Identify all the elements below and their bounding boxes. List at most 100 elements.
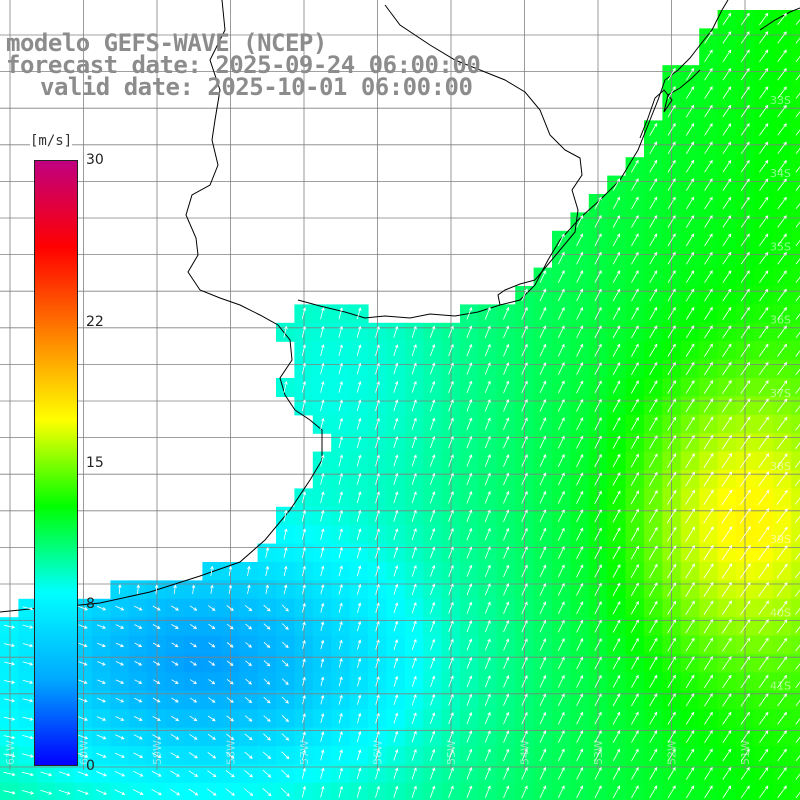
wind-arrow (704, 123, 713, 136)
wind-arrow (393, 528, 399, 541)
wind-arrow (320, 454, 325, 467)
wind-cell (699, 157, 719, 177)
wind-cell (625, 194, 645, 213)
rio-de-la-plata-coast (297, 0, 729, 319)
wind-cell (791, 286, 800, 305)
wind-arrow (740, 674, 750, 689)
wind-arrow (758, 674, 769, 689)
wind-cell (662, 451, 682, 471)
wind-arrow (338, 509, 343, 522)
wind-arrow (357, 712, 362, 724)
wind-cell (552, 617, 571, 637)
wind-arrow (484, 785, 491, 798)
wind-arrow (338, 676, 343, 687)
wind-cell (644, 322, 663, 342)
wind-cell (202, 782, 222, 800)
wind-arrow (722, 141, 732, 155)
wind-arrow (302, 731, 306, 742)
wind-cell (0, 782, 19, 800)
wind-arrow (228, 565, 233, 576)
wind-arrow (97, 624, 106, 629)
wind-arrow (667, 489, 677, 505)
wind-arrow (631, 306, 639, 320)
wind-arrow (777, 86, 787, 99)
wind-arrow (338, 528, 343, 540)
wind-arrow (466, 730, 473, 743)
wind-arrow (667, 104, 676, 118)
wind-arrow (283, 584, 288, 595)
wind-arrow (557, 601, 565, 615)
wind-arrow (448, 601, 454, 614)
wind-arrow (667, 380, 676, 394)
wind-arrow (631, 270, 639, 283)
wind-arrow (521, 564, 528, 578)
wind-arrow (740, 637, 751, 652)
wind-arrow (759, 196, 769, 210)
wind-cell (644, 230, 663, 250)
wind-arrow (375, 362, 380, 375)
wind-arrow (612, 766, 620, 780)
wind-arrow (171, 679, 179, 684)
wind-arrow (703, 544, 714, 561)
wind-cell (699, 451, 719, 471)
wind-arrow (722, 104, 732, 118)
wind-arrow (411, 712, 417, 724)
wind-arrow (245, 697, 253, 704)
wind-arrow (208, 623, 216, 630)
wind-cell (662, 267, 682, 287)
wind-cell (625, 580, 645, 600)
wind-cell (754, 249, 774, 269)
wind-cell (680, 212, 700, 232)
wind-cell (662, 654, 682, 673)
wind-cell (680, 304, 700, 324)
wind-arrow (411, 785, 417, 798)
wind-arrow (411, 399, 417, 412)
wind-arrow (263, 696, 271, 704)
wind-arrow (96, 605, 107, 611)
wind-arrow (95, 789, 108, 795)
wind-cell (128, 782, 148, 800)
wind-arrow (263, 623, 271, 630)
wind-cell (717, 525, 737, 545)
wind-arrow (594, 582, 602, 596)
wind-arrow (226, 642, 234, 648)
wind-arrow (375, 785, 380, 798)
wind-cell (644, 580, 663, 600)
wind-arrow (576, 233, 584, 247)
wind-cell (662, 396, 682, 416)
wind-arrow (722, 31, 732, 44)
wind-arrow (649, 619, 658, 634)
wind-arrow (576, 619, 584, 633)
wind-arrow (207, 733, 216, 740)
wind-arrow (759, 31, 769, 44)
wind-arrow (777, 31, 787, 44)
wind-arrow (281, 751, 290, 760)
wind-arrow (301, 528, 307, 540)
wind-arrow (739, 526, 751, 543)
wind-cell (717, 598, 737, 618)
longitude-label: 51W (739, 740, 752, 765)
wind-arrow (576, 435, 584, 449)
wind-arrow (759, 123, 769, 136)
wind-arrow (393, 583, 399, 595)
wind-arrow (356, 785, 362, 798)
wind-arrow (576, 362, 584, 375)
wind-arrow (776, 637, 788, 652)
wind-arrow (77, 789, 89, 795)
wind-arrow (594, 638, 602, 651)
wind-cell (607, 322, 627, 342)
wind-arrow (594, 435, 602, 449)
wind-arrow (393, 380, 399, 393)
wind-cell (754, 433, 774, 453)
wind-arrow (776, 582, 788, 597)
wind-arrow (667, 325, 676, 339)
wind-arrow (356, 528, 362, 540)
wind-cell (717, 341, 737, 361)
wind-arrow (356, 454, 362, 467)
wind-arrow (758, 693, 769, 707)
wind-arrow (539, 546, 547, 559)
wind-arrow (338, 602, 343, 613)
wind-arrow (667, 434, 677, 450)
wind-cell (257, 782, 277, 800)
wind-arrow (132, 789, 144, 795)
